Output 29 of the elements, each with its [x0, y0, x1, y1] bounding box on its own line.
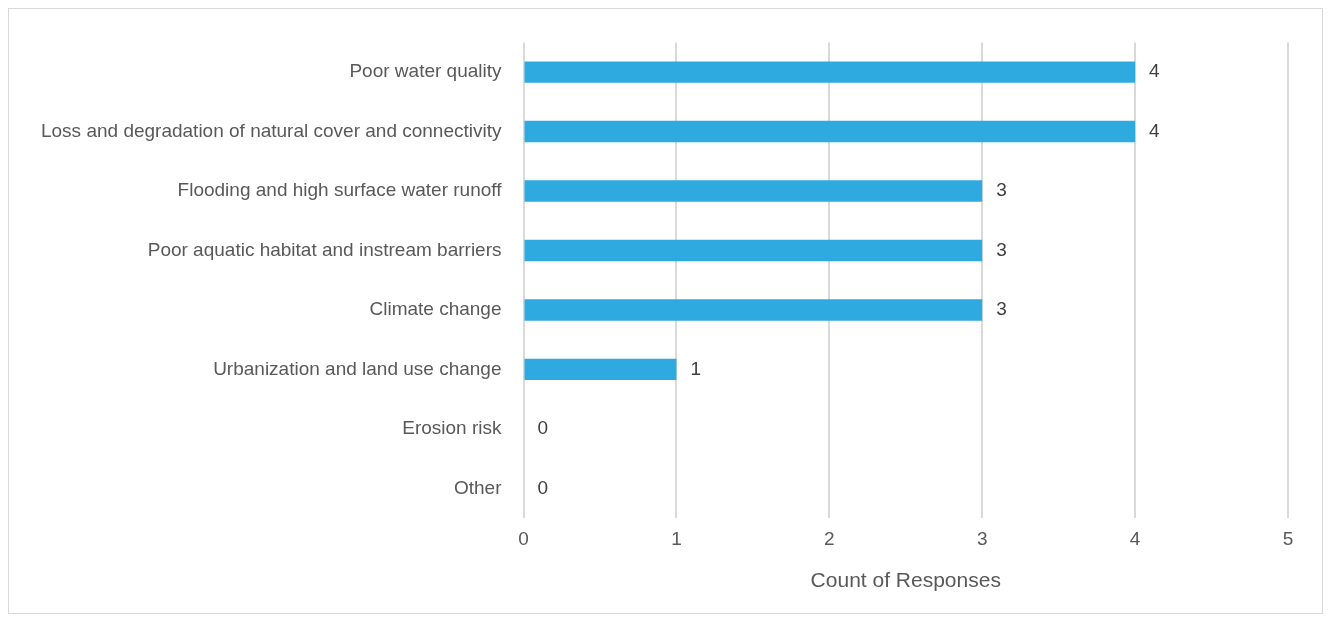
bar	[524, 239, 983, 262]
y-tick-label: Flooding and high surface water runoff	[177, 179, 503, 201]
data-label: 4	[1149, 119, 1161, 141]
data-label: 0	[537, 476, 549, 498]
bar	[524, 180, 983, 202]
x-tick-label: 4	[1129, 527, 1141, 549]
data-label: 3	[996, 298, 1007, 320]
x-tick-label: 2	[824, 527, 835, 549]
x-tick-label: 0	[518, 527, 529, 549]
y-tick-label: Poor aquatic habitat and instream barriers	[147, 238, 502, 260]
y-tick-label: Climate change	[369, 298, 502, 320]
data-label: 1	[690, 357, 701, 379]
y-tick-label: Urbanization and land use change	[213, 357, 502, 379]
x-tick-label: 1	[671, 527, 682, 549]
data-label: 4	[1149, 60, 1161, 82]
x-tick-label: 3	[976, 527, 988, 549]
x-axis-title: Count of Responses	[810, 568, 1001, 592]
y-tick-label: Loss and degradation of natural cover and connectivity	[40, 119, 502, 141]
bar	[524, 120, 1136, 143]
bar	[524, 358, 677, 381]
data-label: 0	[537, 417, 549, 439]
y-tick-label: Other	[453, 476, 503, 498]
data-label: 3	[996, 179, 1007, 201]
bar	[524, 61, 1136, 83]
x-tick-label: 5	[1282, 527, 1294, 549]
y-tick-label: Poor water quality	[349, 60, 503, 82]
bar	[524, 299, 983, 321]
y-tick-label: Erosion risk	[402, 417, 503, 439]
data-label: 3	[996, 238, 1007, 260]
